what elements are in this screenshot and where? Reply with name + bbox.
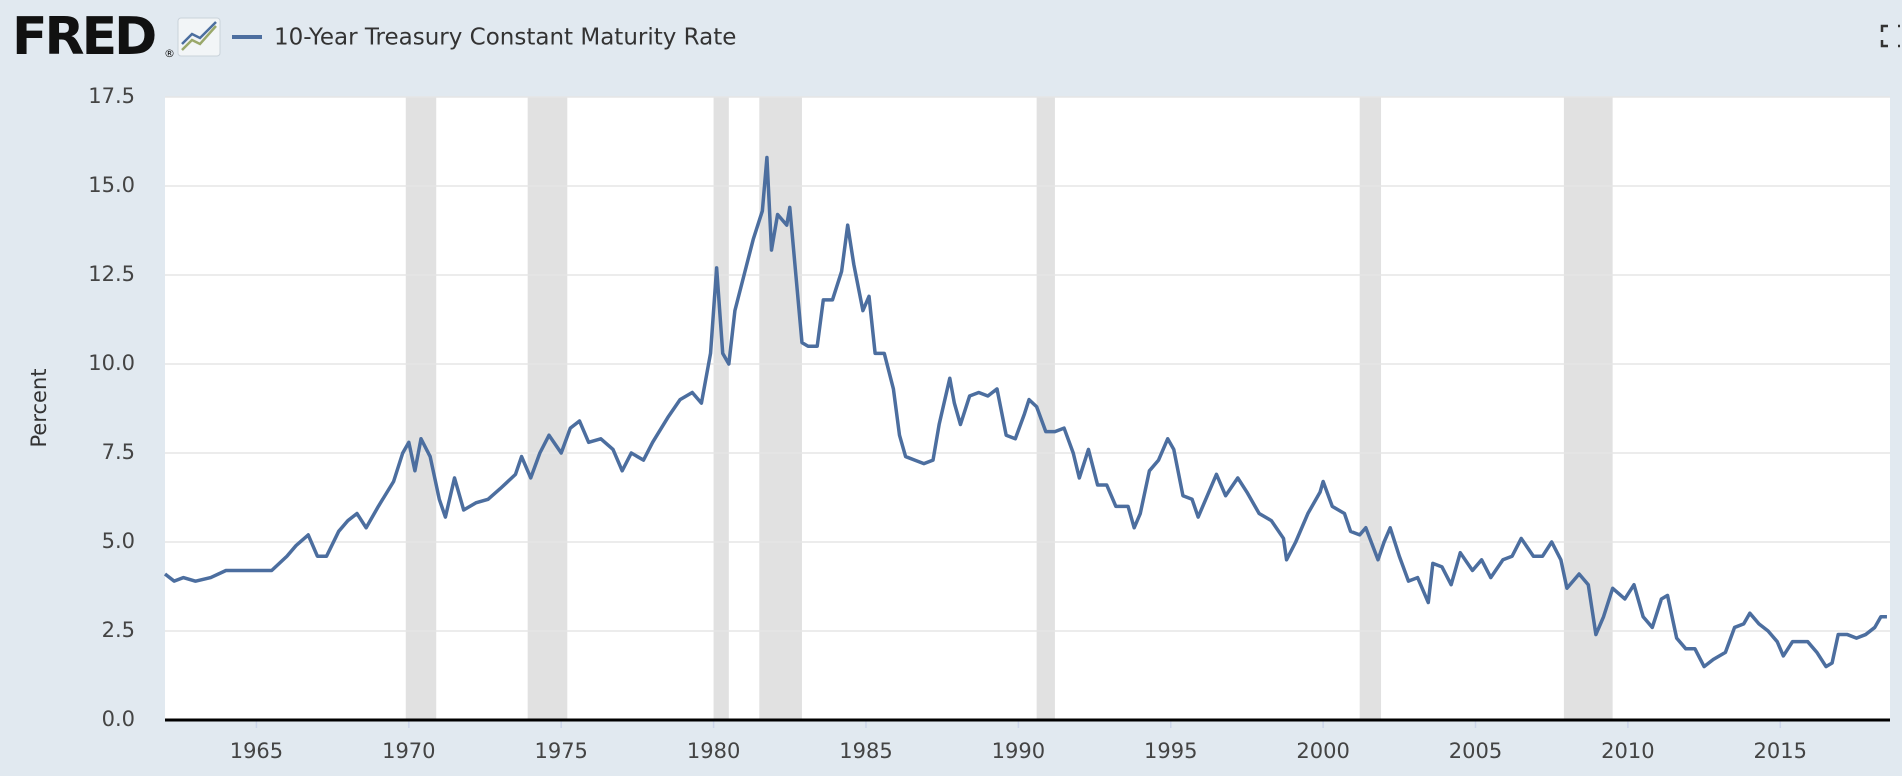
x-tick-label: 2005: [1449, 739, 1502, 763]
x-tick-label: 1965: [230, 739, 283, 763]
series-line: [163, 155, 1887, 669]
recession-band: [1563, 97, 1613, 720]
x-tick-label: 2015: [1754, 739, 1807, 763]
chart-icon: [177, 17, 221, 57]
x-tick-label: 1980: [687, 739, 740, 763]
y-tick-label: 12.5: [88, 262, 135, 286]
y-tick-label: 0.0: [102, 707, 135, 731]
recession-band: [1036, 97, 1055, 720]
recession-band: [1359, 97, 1382, 720]
x-tick-label: 2000: [1296, 739, 1349, 763]
logo: FRED: [12, 7, 155, 67]
recession-band: [713, 97, 729, 720]
y-tick-label: 2.5: [102, 618, 135, 642]
y-tick-label: 5.0: [102, 529, 135, 553]
y-tick-label: 10.0: [88, 351, 135, 375]
x-tick-label: 1990: [992, 739, 1045, 763]
legend-label: 10-Year Treasury Constant Maturity Rate: [274, 25, 736, 51]
x-tick-label: 1970: [382, 739, 435, 763]
fullscreen-icon[interactable]: [1880, 24, 1900, 48]
recession-band: [527, 97, 568, 720]
x-tick-label: 1985: [839, 739, 892, 763]
logo-mark: ®: [164, 47, 175, 60]
y-axis-title: Percent: [27, 368, 51, 447]
y-tick-label: 7.5: [102, 440, 135, 464]
recession-band: [405, 97, 437, 720]
x-tick-label: 1975: [534, 739, 587, 763]
y-tick-label: 17.5: [88, 84, 135, 108]
recession-band: [759, 97, 802, 720]
x-tick-label: 2010: [1601, 739, 1654, 763]
x-tick-label: 1995: [1144, 739, 1197, 763]
y-tick-label: 15.0: [88, 173, 135, 197]
